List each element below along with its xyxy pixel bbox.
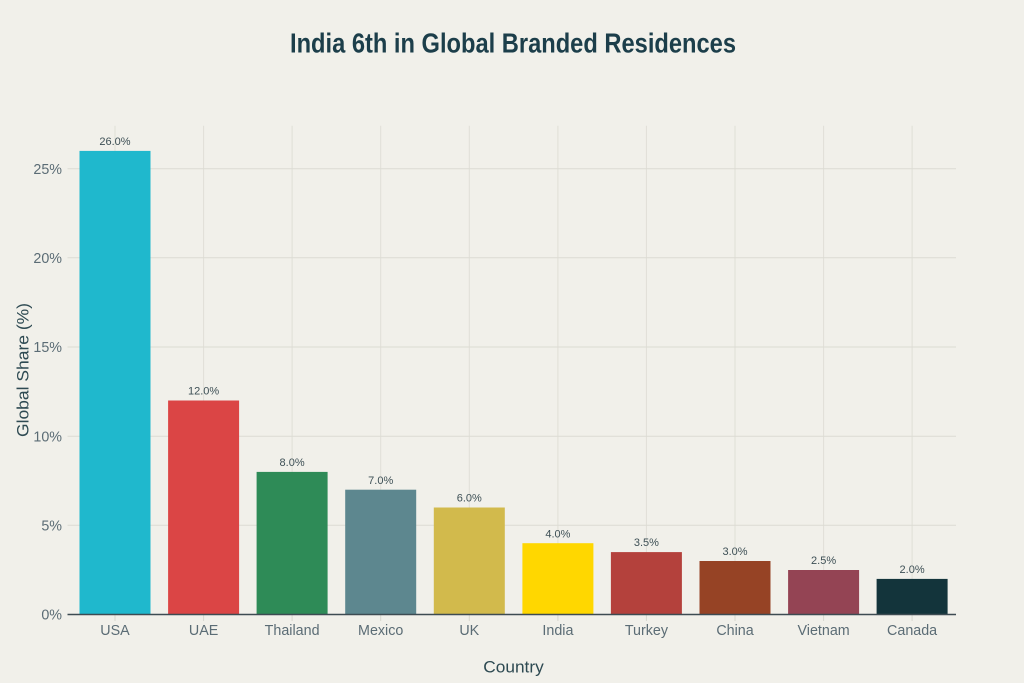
svg-text:Mexico: Mexico xyxy=(358,623,403,639)
svg-text:15%: 15% xyxy=(33,340,62,356)
svg-text:Turkey: Turkey xyxy=(625,623,669,639)
svg-text:10%: 10% xyxy=(33,429,62,445)
svg-text:5%: 5% xyxy=(41,519,62,535)
svg-text:8.0%: 8.0% xyxy=(280,457,305,469)
svg-text:India 6th in Global Branded Re: India 6th in Global Branded Residences xyxy=(290,28,736,59)
svg-text:12.0%: 12.0% xyxy=(188,386,219,398)
svg-text:Vietnam: Vietnam xyxy=(797,623,849,639)
svg-text:0%: 0% xyxy=(41,608,62,624)
svg-text:UK: UK xyxy=(459,623,479,639)
svg-text:2.5%: 2.5% xyxy=(811,555,836,567)
svg-text:20%: 20% xyxy=(33,251,62,267)
svg-text:7.0%: 7.0% xyxy=(368,475,393,487)
svg-text:China: China xyxy=(716,623,753,639)
svg-text:4.0%: 4.0% xyxy=(545,528,570,540)
svg-text:India: India xyxy=(542,623,573,639)
svg-text:Thailand: Thailand xyxy=(265,623,320,639)
svg-text:Country: Country xyxy=(483,657,544,676)
svg-text:Global Share (%): Global Share (%) xyxy=(14,303,33,437)
svg-text:Canada: Canada xyxy=(887,623,937,639)
svg-text:3.5%: 3.5% xyxy=(634,537,659,549)
svg-text:26.0%: 26.0% xyxy=(99,136,130,148)
svg-text:3.0%: 3.0% xyxy=(722,546,747,558)
svg-text:2.0%: 2.0% xyxy=(900,564,925,576)
svg-text:USA: USA xyxy=(100,623,130,639)
svg-text:25%: 25% xyxy=(33,162,62,178)
svg-text:6.0%: 6.0% xyxy=(457,493,482,505)
svg-text:UAE: UAE xyxy=(189,623,218,639)
